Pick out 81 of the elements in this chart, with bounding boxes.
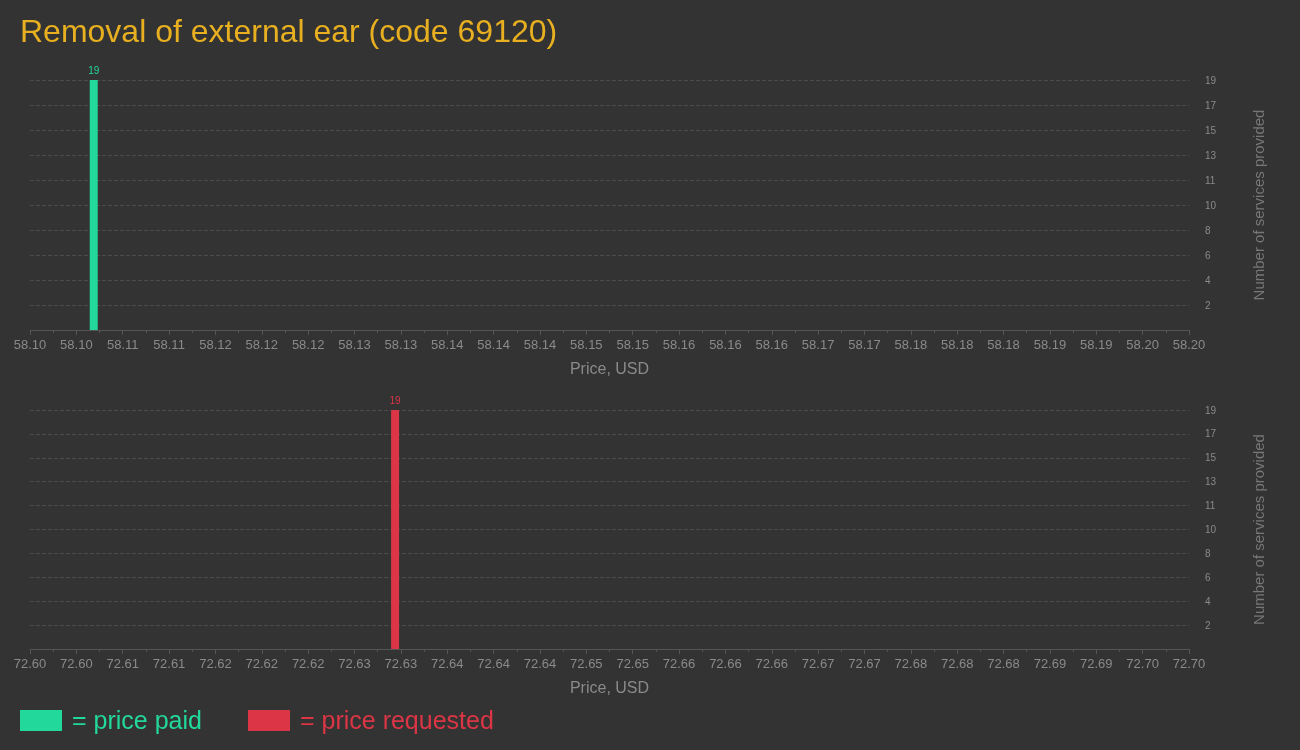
y-tick-label: 4 <box>1205 595 1211 607</box>
x-axis-title: Price, USD <box>569 678 650 696</box>
x-tick-label: 72.60 <box>60 656 93 671</box>
x-tick-label: 72.64 <box>430 656 464 671</box>
x-tick-label: 58.18 <box>894 337 928 352</box>
y-tick-label: 8 <box>1205 547 1211 559</box>
x-tick-label: 58.14 <box>523 337 557 352</box>
y-tick-label: 19 <box>1205 74 1217 86</box>
x-tick-label: 72.66 <box>662 656 696 671</box>
x-tick-label: 58.15 <box>570 337 603 352</box>
y-axis-title: Number of services provided <box>1250 434 1267 625</box>
x-tick-label: 72.70 <box>1126 656 1159 671</box>
x-tick-label: 72.62 <box>199 656 232 671</box>
y-axis-title: Number of services provided <box>1250 109 1267 301</box>
y-tick-label: 4 <box>1205 274 1211 286</box>
x-tick-label: 58.14 <box>430 337 464 352</box>
x-tick-label: 58.13 <box>384 337 418 352</box>
x-tick-label: 58.20 <box>1172 337 1206 352</box>
x-tick-label: 58.15 <box>616 337 649 352</box>
y-tick-label: 10 <box>1205 524 1217 535</box>
x-tick-label: 72.69 <box>1080 656 1113 671</box>
x-tick-label: 58.12 <box>291 337 325 352</box>
x-tick-label: 72.64 <box>523 656 557 671</box>
y-tick-label: 17 <box>1205 428 1217 440</box>
x-tick-label: 72.63 <box>384 656 418 671</box>
x-tick-label: 72.61 <box>152 656 186 671</box>
y-tick-label: 6 <box>1205 249 1211 261</box>
x-tick-label: 58.16 <box>662 337 696 352</box>
x-tick-label: 72.60 <box>13 656 47 671</box>
x-tick-label: 58.13 <box>338 337 371 352</box>
x-tick-label: 72.65 <box>570 656 603 671</box>
x-tick-label: 72.62 <box>291 656 325 671</box>
x-tick-label: 72.66 <box>755 656 789 671</box>
y-tick-label: 10 <box>1205 199 1217 211</box>
legend-label: = price paid <box>72 705 202 735</box>
y-tick-label: 11 <box>1205 174 1216 186</box>
y-tick-label: 2 <box>1205 299 1211 311</box>
legend-label: = price requested <box>299 705 494 735</box>
x-tick-label: 58.10 <box>13 337 47 352</box>
x-tick-label: 72.69 <box>1033 656 1067 671</box>
x-tick-label: 58.11 <box>153 337 185 352</box>
x-tick-label: 72.66 <box>709 656 742 671</box>
chart-title: Removal of external ear (code 69120) <box>20 13 558 49</box>
y-tick-label: 15 <box>1205 452 1217 464</box>
x-tick-label: 72.68 <box>894 656 928 671</box>
x-tick-label: 58.19 <box>1080 337 1113 352</box>
x-tick-label: 72.67 <box>801 656 835 671</box>
x-tick-label: 58.20 <box>1126 337 1159 352</box>
x-tick-label: 58.10 <box>60 337 93 352</box>
y-tick-label: 13 <box>1205 476 1217 488</box>
x-tick-label: 58.19 <box>1033 337 1067 352</box>
x-tick-label: 58.16 <box>709 337 742 352</box>
x-axis-title: Price, USD <box>569 359 650 377</box>
x-tick-label: 72.67 <box>848 656 881 671</box>
x-tick-label: 58.18 <box>987 337 1020 352</box>
y-tick-label: 15 <box>1205 124 1217 136</box>
y-tick-label: 11 <box>1205 500 1216 512</box>
x-tick-label: 58.16 <box>755 337 789 352</box>
x-tick-label: 58.14 <box>477 337 510 352</box>
x-tick-label: 58.17 <box>848 337 881 352</box>
x-tick-label: 58.18 <box>940 337 974 352</box>
x-tick-label: 72.70 <box>1172 656 1206 671</box>
y-tick-label: 6 <box>1205 571 1211 583</box>
data-label: 19 <box>389 394 402 406</box>
y-tick-label: 2 <box>1205 619 1211 631</box>
x-tick-label: 58.11 <box>106 337 139 352</box>
x-tick-label: 58.12 <box>199 337 232 352</box>
y-tick-label: 13 <box>1205 149 1217 161</box>
x-tick-label: 72.64 <box>477 656 510 671</box>
x-tick-label: 72.61 <box>106 656 139 671</box>
x-tick-label: 58.17 <box>801 337 835 352</box>
x-tick-label: 72.63 <box>338 656 371 671</box>
x-tick-label: 72.62 <box>245 656 279 671</box>
y-tick-label: 17 <box>1205 99 1217 111</box>
data-label: 19 <box>88 64 100 76</box>
x-tick-label: 72.65 <box>616 656 649 671</box>
x-tick-label: 72.68 <box>987 656 1020 671</box>
y-tick-label: 8 <box>1205 224 1211 236</box>
x-tick-label: 58.12 <box>245 337 279 352</box>
y-tick-label: 19 <box>1205 404 1217 416</box>
x-tick-label: 72.68 <box>940 656 974 671</box>
